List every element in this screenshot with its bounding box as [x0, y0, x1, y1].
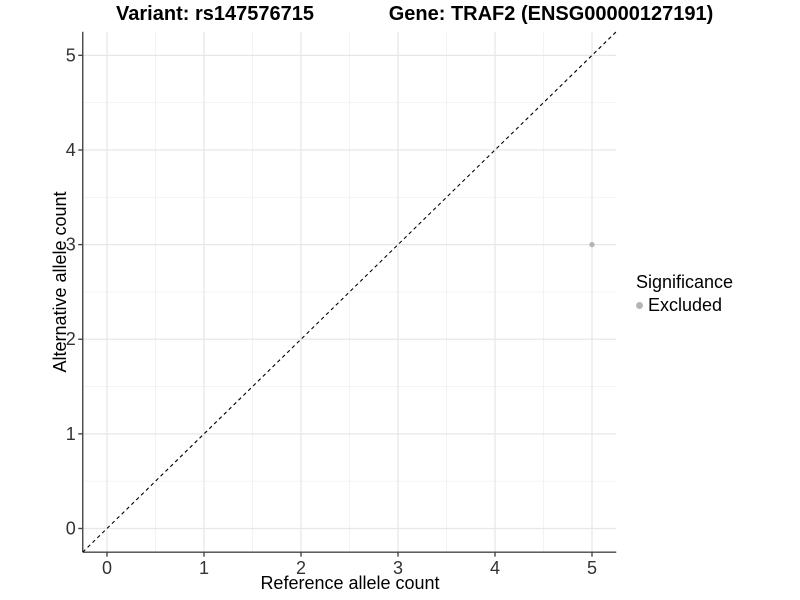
plot-title-variant: Variant: rs147576715	[116, 3, 314, 25]
x-tick-label: 1	[199, 558, 209, 578]
x-tick-label: 4	[490, 558, 500, 578]
identity-line	[82, 31, 617, 553]
x-tick-label: 3	[393, 558, 403, 578]
y-tick-label: 4	[66, 140, 76, 160]
legend-item-excluded: Excluded	[636, 295, 733, 315]
legend-point-icon	[636, 301, 643, 309]
legend: Significance Excluded	[636, 272, 733, 315]
y-tick-label: 2	[66, 329, 76, 349]
y-tick-label: 1	[66, 424, 76, 444]
x-tick-label: 2	[296, 558, 306, 578]
y-axis-title: Alternative allele count	[50, 191, 70, 373]
data-point	[589, 241, 595, 248]
plot-title-gene: Gene: TRAF2 (ENSG00000127191)	[388, 3, 714, 25]
legend-item-label: Excluded	[648, 295, 723, 315]
x-tick-label: 0	[102, 558, 112, 578]
x-axis-title: Reference allele count	[260, 573, 440, 593]
y-tick-label: 0	[66, 519, 76, 539]
y-tick-label: 3	[66, 235, 76, 255]
y-tick-label: 5	[66, 45, 76, 65]
x-tick-label: 5	[587, 558, 597, 578]
legend-title: Significance	[636, 272, 734, 292]
